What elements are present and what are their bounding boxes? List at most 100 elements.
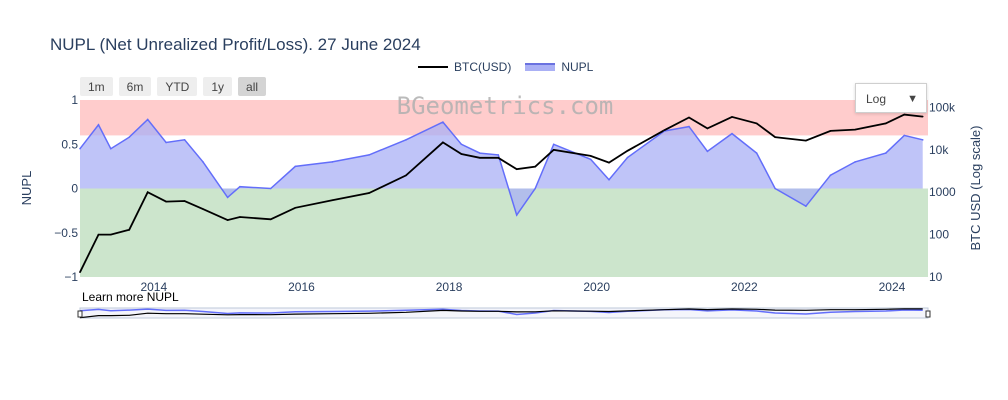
nupl-point (497, 154, 500, 156)
legend: BTC(USD) NUPL (418, 60, 593, 74)
y-right-tick-label: 100k (929, 100, 956, 114)
btc-point (405, 174, 407, 177)
nupl-point (239, 185, 241, 188)
btc-point (805, 139, 807, 142)
x-tick-label: 2016 (288, 280, 315, 294)
legend-item-btc[interactable]: BTC(USD) (418, 60, 511, 74)
nupl-point (442, 121, 444, 123)
nupl-point (183, 139, 186, 141)
nupl-point (854, 161, 856, 163)
nupl-point (608, 178, 610, 181)
range-6m-button[interactable]: 6m (118, 77, 152, 96)
btc-point (774, 136, 776, 138)
nupl-point (706, 150, 709, 153)
btc-point (854, 128, 856, 131)
y-right-tick-label: 1000 (929, 185, 956, 199)
btc-point (534, 165, 537, 168)
range-slider[interactable] (77, 307, 931, 319)
range-all-button[interactable]: all (238, 77, 267, 96)
range-1m-button[interactable]: 1m (80, 77, 113, 96)
nupl-point (109, 147, 112, 150)
y-axis-left-title: NUPL (19, 171, 34, 206)
btc-point (368, 192, 370, 194)
nupl-point (405, 139, 407, 141)
nupl-point (97, 123, 100, 126)
btc-point (608, 161, 610, 164)
nupl-point (165, 141, 167, 144)
btc-point (109, 233, 112, 236)
btc-point (515, 168, 518, 170)
btc-point (146, 191, 149, 194)
btc-point (589, 155, 592, 157)
btc-point (829, 130, 832, 132)
btc-point (552, 149, 555, 151)
btc-point (497, 156, 500, 159)
btc-point (755, 122, 758, 125)
x-tick-label: 2024 (879, 280, 906, 294)
btc-point (269, 218, 272, 221)
btc-point (79, 271, 81, 273)
btc-point (460, 153, 463, 155)
nupl-point (368, 154, 370, 156)
nupl-point (226, 196, 229, 199)
btc-point (202, 208, 204, 210)
range-ytd-button[interactable]: YTD (157, 77, 198, 96)
nupl-point (534, 187, 537, 190)
nupl-point (731, 132, 733, 135)
range-selector: 1m 6m YTD 1y all (80, 77, 267, 96)
btc-point (128, 228, 131, 231)
zone-capitulation (80, 188, 928, 277)
nupl-point (515, 214, 518, 216)
nupl-point (552, 143, 555, 146)
range-slider-btc-line (79, 308, 923, 319)
legend-label-btc: BTC(USD) (454, 60, 512, 74)
nupl-point (885, 152, 887, 154)
y-left-tick-label: −1 (64, 270, 78, 284)
nupl-point (79, 147, 81, 150)
btc-point (885, 122, 887, 125)
legend-swatch-nupl (525, 63, 556, 71)
nupl-point (128, 136, 131, 138)
btc-point (165, 200, 167, 203)
nupl-point (331, 161, 334, 163)
nupl-point (755, 152, 758, 154)
nupl-point (774, 187, 776, 190)
btc-point (706, 127, 709, 130)
nupl-point (479, 152, 481, 154)
y-axis-right-title: BTC USD (Log scale) (968, 126, 983, 251)
btc-point (442, 141, 444, 144)
legend-label-nupl: NUPL (561, 60, 594, 74)
learn-more-link[interactable]: Learn more NUPL (82, 290, 179, 304)
nupl-point (460, 143, 463, 146)
legend-item-nupl[interactable]: NUPL (525, 60, 593, 74)
btc-point (479, 156, 481, 159)
btc-point (688, 116, 690, 119)
nupl-point (202, 161, 204, 163)
btc-point (97, 233, 100, 236)
chevron-down-icon: ▼ (907, 93, 918, 105)
btc-point (239, 216, 241, 218)
y-left-tick-label: 0.5 (61, 137, 78, 151)
legend-swatch-btc (418, 66, 448, 68)
btc-point (663, 129, 666, 132)
btc-point (903, 113, 906, 116)
nupl-point (294, 165, 297, 168)
scale-dropdown[interactable]: Log ▼ (855, 83, 927, 113)
range-slider-right-handle[interactable] (925, 310, 931, 318)
range-slider-left-handle[interactable] (77, 310, 83, 318)
x-tick-label: 2014 (140, 280, 167, 294)
chart-title: NUPL (Net Unrealized Profit/Loss). 27 Ju… (50, 35, 421, 54)
range-1y-button[interactable]: 1y (203, 77, 233, 96)
nupl-point (626, 156, 629, 159)
y-right-tick-label: 100 (929, 228, 949, 242)
btc-point (294, 206, 297, 209)
btc-point (921, 115, 924, 118)
range-slider-track[interactable] (79, 307, 929, 319)
nupl-point (903, 134, 906, 137)
nupl-point (269, 187, 272, 190)
x-tick-label: 2022 (731, 280, 758, 294)
scale-dropdown-value: Log (866, 92, 887, 106)
y-left-tick-label: −0.5 (54, 226, 78, 240)
nupl-point (921, 139, 924, 141)
